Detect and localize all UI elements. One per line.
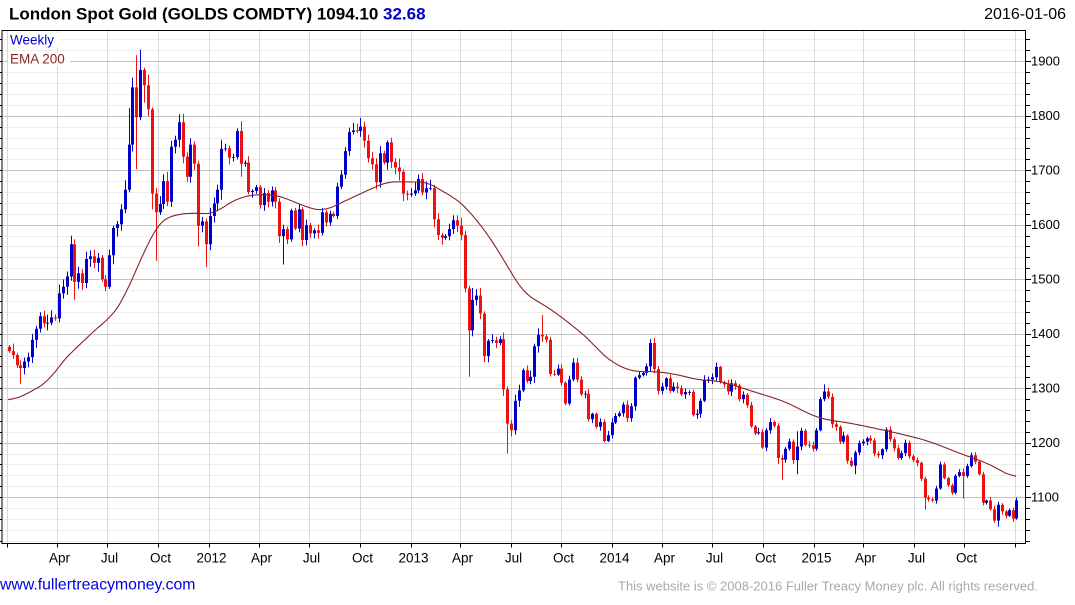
svg-text:Jul: Jul bbox=[706, 551, 723, 566]
svg-text:Apr: Apr bbox=[654, 551, 676, 566]
svg-text:1200: 1200 bbox=[1031, 435, 1060, 450]
svg-text:2014: 2014 bbox=[599, 551, 630, 566]
svg-text:Jul: Jul bbox=[303, 551, 320, 566]
svg-text:Apr: Apr bbox=[452, 551, 474, 566]
svg-text:2013: 2013 bbox=[398, 551, 428, 566]
svg-text:1600: 1600 bbox=[1031, 217, 1060, 232]
svg-text:Oct: Oct bbox=[956, 551, 977, 566]
svg-text:Weekly: Weekly bbox=[10, 33, 54, 48]
svg-text:1100: 1100 bbox=[1031, 490, 1059, 505]
svg-text:Oct: Oct bbox=[150, 551, 171, 566]
svg-text:Jul: Jul bbox=[101, 551, 118, 566]
svg-text:London Spot Gold (GOLDS COMDTY: London Spot Gold (GOLDS COMDTY) 1094.10 … bbox=[9, 5, 426, 24]
svg-text:Oct: Oct bbox=[553, 551, 574, 566]
svg-text:Oct: Oct bbox=[352, 551, 373, 566]
svg-text:Apr: Apr bbox=[49, 551, 71, 566]
svg-text:This website is © 2008-2016 Fu: This website is © 2008-2016 Fuller Treac… bbox=[618, 579, 1038, 594]
svg-text:Apr: Apr bbox=[251, 551, 273, 566]
svg-text:www.fullertreacymoney.com: www.fullertreacymoney.com bbox=[0, 577, 195, 594]
svg-text:Apr: Apr bbox=[855, 551, 877, 566]
svg-text:1500: 1500 bbox=[1031, 272, 1060, 287]
svg-text:Oct: Oct bbox=[755, 551, 776, 566]
svg-text:1700: 1700 bbox=[1031, 163, 1060, 178]
svg-text:1900: 1900 bbox=[1031, 54, 1060, 69]
svg-text:1400: 1400 bbox=[1031, 326, 1060, 341]
svg-text:EMA 200: EMA 200 bbox=[10, 52, 65, 67]
svg-text:Jul: Jul bbox=[505, 551, 522, 566]
svg-text:2012: 2012 bbox=[196, 551, 226, 566]
svg-text:2016-01-06: 2016-01-06 bbox=[984, 6, 1066, 23]
svg-text:1300: 1300 bbox=[1031, 381, 1060, 396]
svg-text:2015: 2015 bbox=[801, 551, 831, 566]
svg-text:1800: 1800 bbox=[1031, 108, 1060, 123]
svg-text:Jul: Jul bbox=[908, 551, 925, 566]
